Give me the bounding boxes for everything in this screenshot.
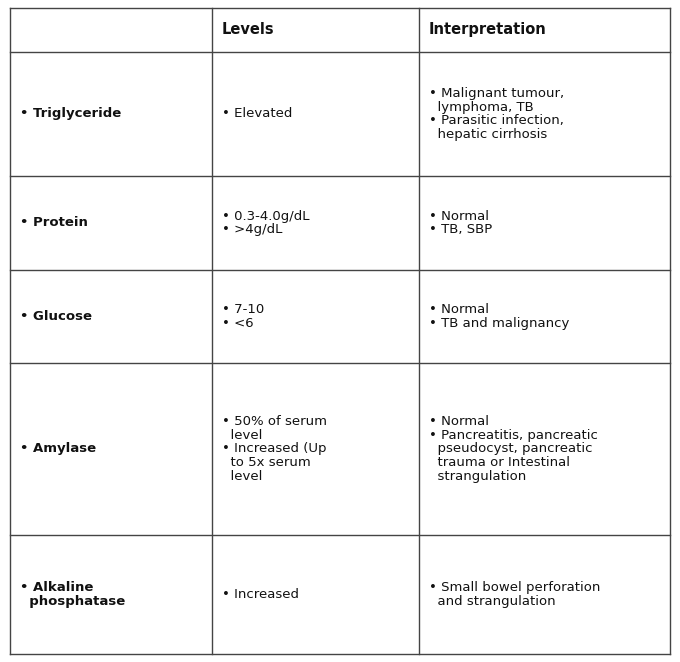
Text: • Increased: • Increased bbox=[222, 588, 299, 601]
Text: • Protein: • Protein bbox=[20, 216, 88, 230]
Text: Interpretation: Interpretation bbox=[429, 23, 547, 37]
Text: pseudocyst, pancreatic: pseudocyst, pancreatic bbox=[429, 442, 592, 455]
Text: • 7-10: • 7-10 bbox=[222, 303, 265, 316]
Text: • 50% of serum: • 50% of serum bbox=[222, 415, 327, 428]
Text: • Increased (Up: • Increased (Up bbox=[222, 442, 326, 455]
Text: phosphatase: phosphatase bbox=[20, 594, 125, 608]
Text: • Alkaline: • Alkaline bbox=[20, 581, 93, 594]
Text: hepatic cirrhosis: hepatic cirrhosis bbox=[429, 128, 547, 141]
Text: • Small bowel perforation: • Small bowel perforation bbox=[429, 581, 600, 594]
Text: to 5x serum: to 5x serum bbox=[222, 456, 311, 469]
Text: strangulation: strangulation bbox=[429, 470, 526, 483]
Text: • Normal: • Normal bbox=[429, 303, 489, 316]
Text: • Pancreatitis, pancreatic: • Pancreatitis, pancreatic bbox=[429, 428, 598, 442]
Text: • 0.3-4.0g/dL: • 0.3-4.0g/dL bbox=[222, 210, 309, 222]
Text: • Triglyceride: • Triglyceride bbox=[20, 107, 121, 120]
Text: level: level bbox=[222, 428, 262, 442]
Text: • TB, SBP: • TB, SBP bbox=[429, 223, 492, 236]
Text: • Malignant tumour,: • Malignant tumour, bbox=[429, 87, 564, 100]
Text: lymphoma, TB: lymphoma, TB bbox=[429, 101, 534, 114]
Text: • <6: • <6 bbox=[222, 317, 254, 330]
Text: and strangulation: and strangulation bbox=[429, 594, 556, 608]
Text: • Glucose: • Glucose bbox=[20, 310, 92, 323]
Text: level: level bbox=[222, 470, 262, 483]
Text: • TB and malignancy: • TB and malignancy bbox=[429, 317, 569, 330]
Text: • Amylase: • Amylase bbox=[20, 442, 96, 455]
Text: • >4g/dL: • >4g/dL bbox=[222, 223, 282, 236]
Text: trauma or Intestinal: trauma or Intestinal bbox=[429, 456, 570, 469]
Text: Levels: Levels bbox=[222, 23, 275, 37]
Text: • Parasitic infection,: • Parasitic infection, bbox=[429, 115, 564, 127]
Text: • Normal: • Normal bbox=[429, 210, 489, 222]
Text: • Normal: • Normal bbox=[429, 415, 489, 428]
Text: • Elevated: • Elevated bbox=[222, 107, 292, 120]
